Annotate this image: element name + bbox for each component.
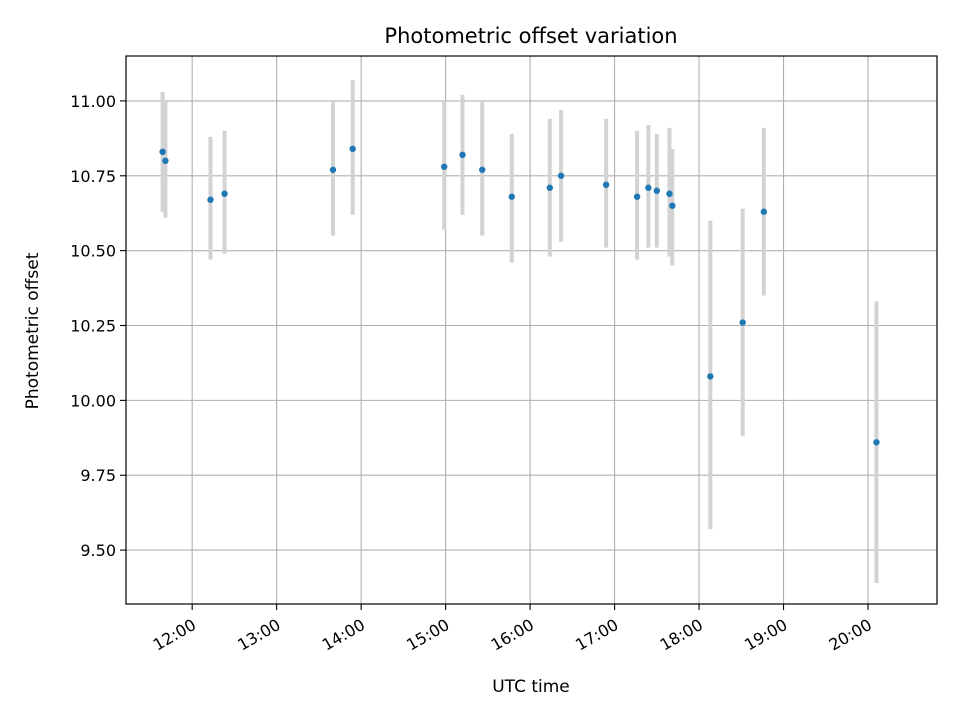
data-point-16 <box>666 190 673 197</box>
data-point-12 <box>602 181 610 188</box>
data-point-15 <box>653 187 661 194</box>
data-point-8 <box>479 166 486 173</box>
data-point-14 <box>645 184 652 191</box>
y-tick-label-1: 9.75 <box>80 466 116 485</box>
data-point-19 <box>739 319 746 326</box>
x-axis-label: UTC time <box>492 677 570 697</box>
data-points <box>159 145 880 446</box>
data-point-20 <box>760 208 768 215</box>
data-point-1 <box>162 157 169 165</box>
grid <box>126 56 937 604</box>
y-tick-label-6: 11.00 <box>70 92 116 111</box>
chart-title: Photometric offset variation <box>384 24 677 48</box>
data-point-10 <box>546 184 554 191</box>
data-point-17 <box>669 202 676 209</box>
data-point-4 <box>329 166 337 173</box>
y-tick-label-0: 9.50 <box>80 541 116 560</box>
data-point-2 <box>207 196 214 203</box>
data-point-6 <box>441 163 448 170</box>
data-point-7 <box>459 151 466 159</box>
data-point-18 <box>707 373 714 380</box>
y-tick-label-3: 10.25 <box>70 317 116 336</box>
y-tick-label-2: 10.00 <box>70 391 116 410</box>
data-point-13 <box>633 193 641 200</box>
data-point-21 <box>873 439 880 446</box>
data-point-5 <box>349 145 356 153</box>
data-point-11 <box>557 172 565 179</box>
y-tick-label-4: 10.50 <box>70 242 116 261</box>
y-axis-label: Photometric offset <box>23 252 43 409</box>
data-point-3 <box>221 190 228 197</box>
y-axis-ticks: 9.50 9.75 10.00 10.25 10.50 10.75 11.00 <box>70 92 126 560</box>
y-tick-label-5: 10.75 <box>70 167 116 186</box>
plot-frame <box>125 55 938 605</box>
data-point-0 <box>159 148 166 156</box>
data-point-9 <box>508 193 515 200</box>
